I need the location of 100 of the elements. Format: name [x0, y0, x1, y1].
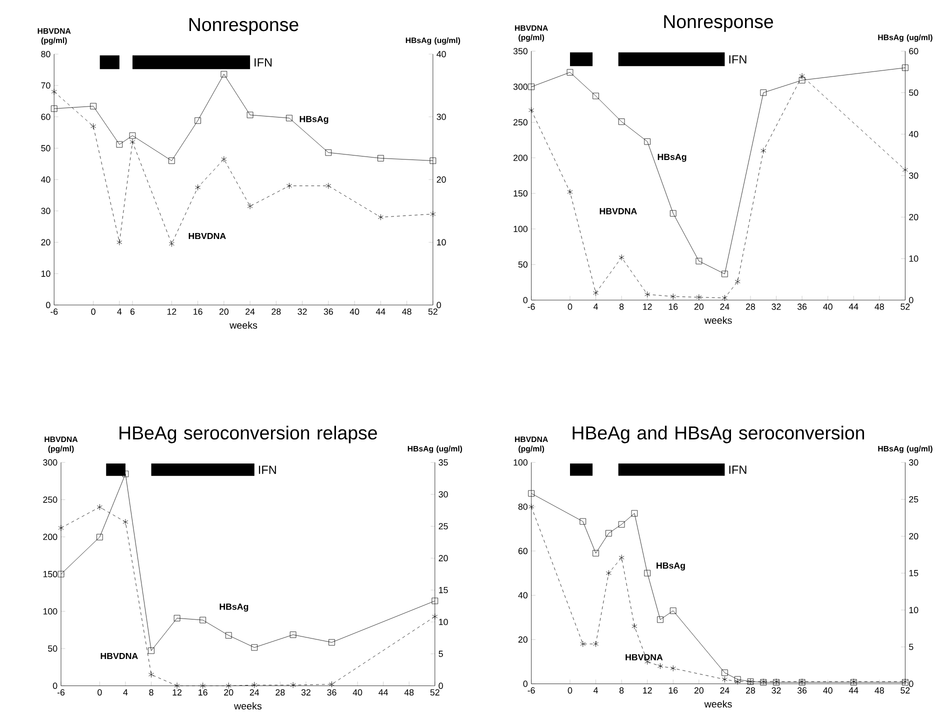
- x-tick-label: 4: [594, 687, 598, 694]
- y-tick-label: 250: [514, 119, 528, 126]
- point: [200, 682, 206, 689]
- point: [799, 72, 805, 80]
- point: [116, 141, 123, 148]
- x-tick-label: 0: [568, 303, 572, 310]
- y-tick-label: 300: [513, 83, 528, 90]
- point: [618, 254, 624, 260]
- point: [722, 676, 728, 682]
- x-tick-label: 28: [272, 308, 281, 315]
- point: [528, 490, 534, 496]
- y-tick-label: 0: [52, 682, 58, 689]
- chart-title: Nonresponse: [189, 18, 298, 35]
- point: [328, 639, 335, 646]
- point: [290, 682, 296, 688]
- y-tick-label: 50: [41, 144, 50, 152]
- point: [225, 632, 232, 638]
- x-tick-label: 8: [149, 689, 154, 696]
- point: [96, 534, 103, 540]
- y-tick-label: 150: [43, 570, 58, 578]
- point: [722, 294, 728, 302]
- x-tick-label: 52: [900, 303, 910, 310]
- y-tick-label: 0: [523, 296, 528, 304]
- band-label: IFN: [254, 58, 272, 66]
- point: [580, 518, 586, 525]
- x-axis-title: weeks: [234, 702, 262, 710]
- y2-tick-label: 60: [909, 48, 918, 54]
- y2-tick-label: 10: [909, 255, 918, 262]
- x-tick-label: 16: [668, 303, 678, 310]
- point: [593, 640, 599, 648]
- y-tick-label: 50: [48, 645, 58, 652]
- y-tick-label: 20: [518, 636, 528, 643]
- y2-tick-label: 5: [909, 644, 914, 650]
- point: [290, 632, 296, 638]
- x-tick-label: 44: [848, 303, 858, 310]
- y2-tick-label: 20: [436, 176, 446, 183]
- x-tick-label: 8: [619, 303, 624, 310]
- x-tick-label: 32: [301, 689, 310, 696]
- x-tick-label: 40: [823, 303, 832, 310]
- y2-tick-label: 15: [439, 586, 448, 594]
- x-tick-label: 52: [430, 689, 440, 696]
- y2-tick-label: 30: [438, 491, 448, 498]
- point: [286, 182, 292, 189]
- point: [528, 106, 534, 114]
- point: [902, 64, 908, 71]
- y2-tick-label: 40: [908, 130, 918, 138]
- point: [195, 184, 201, 190]
- point: [430, 210, 436, 218]
- point: [148, 671, 154, 678]
- y-tick-label: 300: [43, 459, 58, 466]
- point: [657, 616, 664, 623]
- point: [644, 570, 651, 576]
- x-tick-label: 44: [378, 689, 388, 696]
- point: [220, 70, 228, 78]
- x-tick-label: 48: [874, 687, 884, 694]
- y2-tick-label: 20: [909, 533, 918, 540]
- y2-tick-label: 25: [438, 523, 448, 530]
- text: HBVDNA: [600, 208, 637, 214]
- point: [734, 278, 740, 285]
- point: [174, 614, 180, 622]
- series-label: HBsAg: [658, 154, 686, 162]
- x-tick-label: 48: [874, 303, 884, 310]
- point: [593, 290, 599, 296]
- y2-tick-label: 40: [436, 50, 446, 58]
- point: [592, 92, 599, 100]
- point: [328, 681, 335, 688]
- point: [96, 504, 102, 510]
- chart-title: Nonresponse: [664, 15, 774, 32]
- point: [90, 123, 96, 130]
- point: [618, 521, 625, 528]
- series-label: HBVDNA: [626, 654, 663, 660]
- x-tick-label: 20: [219, 308, 229, 315]
- point: [670, 210, 676, 216]
- y-tick-label: 60: [41, 114, 50, 120]
- chart-title: HBeAg seroconversion relapse: [120, 426, 377, 444]
- x-tick-label: 32: [298, 308, 307, 315]
- x-tick-label: 16: [198, 689, 208, 696]
- point: [90, 102, 96, 110]
- point: [247, 202, 253, 210]
- x-tick-label: 40: [350, 308, 360, 315]
- series-label: HBVDNA: [188, 232, 226, 239]
- point: [657, 662, 664, 670]
- point: [644, 138, 651, 145]
- y2-tick-label: 30: [909, 172, 918, 179]
- x-axis-title: weeks: [704, 700, 732, 708]
- point: [618, 554, 624, 561]
- y2-tick-label: 0: [909, 296, 914, 304]
- point: [58, 524, 64, 532]
- y-tick-label: 80: [518, 503, 528, 510]
- point: [902, 166, 908, 173]
- y2-tick-label: 5: [438, 650, 443, 657]
- point: [528, 503, 534, 510]
- y2-tick-label: 0: [909, 680, 914, 687]
- x-tick-label: 16: [194, 308, 202, 315]
- series-label: HBVDNA: [100, 652, 138, 659]
- point: [722, 670, 728, 676]
- point: [58, 570, 64, 578]
- band-label: IFN: [258, 466, 276, 474]
- point: [644, 291, 650, 298]
- x-tick-label: 4: [594, 303, 598, 310]
